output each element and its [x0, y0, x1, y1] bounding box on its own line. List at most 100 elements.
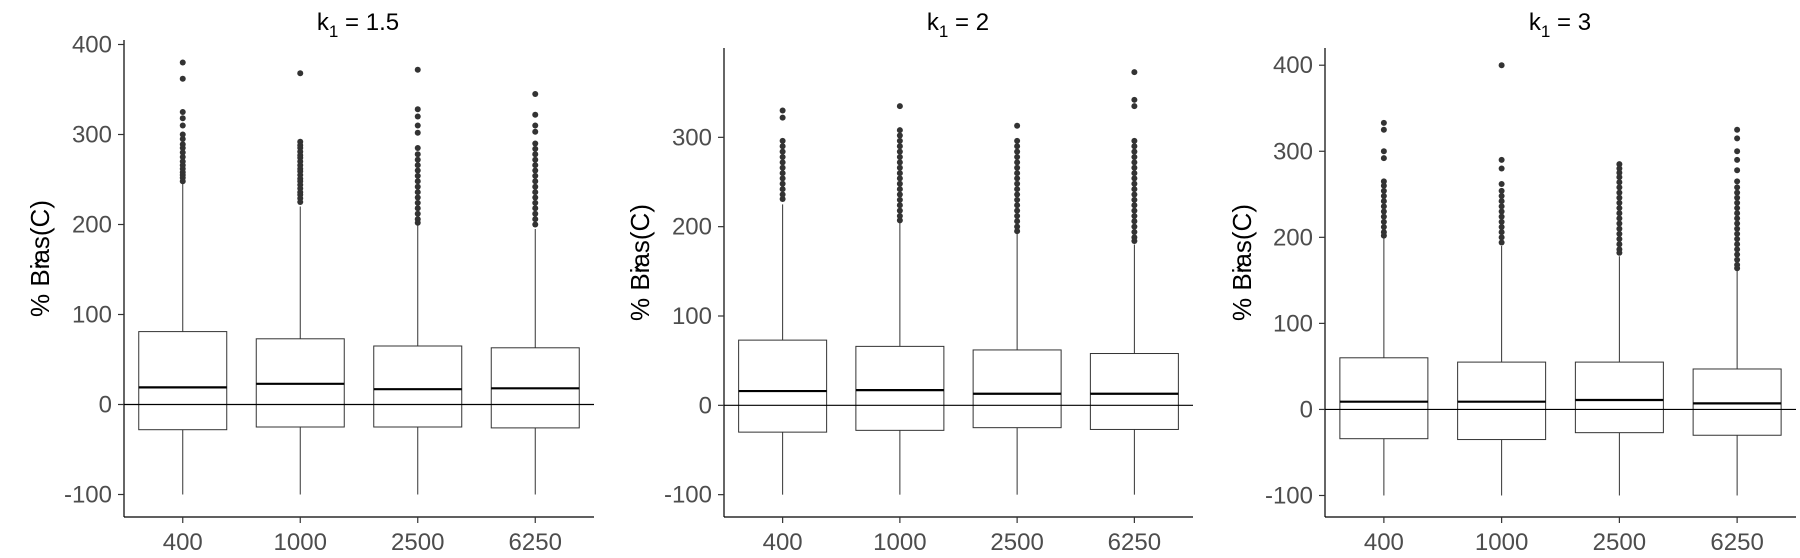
x-tick-label: 6250: [1108, 529, 1161, 556]
outlier-point: [896, 207, 903, 214]
outlier-point: [1616, 199, 1623, 206]
outlier-point: [1734, 220, 1741, 227]
box-iqr: [373, 345, 463, 428]
outlier-point: [1131, 202, 1138, 209]
panel-title-value: = 3: [1550, 9, 1591, 36]
y-axis-label-prefix: % Bias(: [625, 231, 655, 321]
x-tick-label: 6250: [509, 529, 562, 556]
outlier-point: [779, 159, 786, 166]
outlier-point: [179, 59, 186, 66]
outlier-point: [1734, 189, 1741, 196]
outlier-point: [1380, 218, 1387, 225]
outlier-point: [532, 194, 539, 201]
x-tick-label: 1000: [274, 529, 327, 556]
outlier-point: [896, 143, 903, 150]
outlier-point: [1131, 137, 1138, 144]
outlier-point: [414, 113, 421, 120]
outlier-point: [896, 180, 903, 187]
outlier-point: [1498, 193, 1505, 200]
outlier-point: [532, 128, 539, 135]
outlier-point: [1014, 164, 1021, 171]
outlier-point: [896, 170, 903, 177]
outlier-point: [1131, 229, 1138, 236]
panel-title-subscript: 1: [329, 22, 338, 41]
outlier-point: [1380, 193, 1387, 200]
outlier-point: [1380, 155, 1387, 162]
outlier-point: [1498, 234, 1505, 241]
outlier-point: [1131, 218, 1138, 225]
boxplot-400: [1339, 119, 1429, 496]
y-axis-label-suffix: ): [1227, 204, 1257, 213]
boxplot-6250: [490, 91, 580, 495]
panel-title-value: = 2: [948, 9, 989, 36]
outlier-point: [1014, 153, 1021, 160]
outlier-point: [1380, 187, 1387, 194]
outlier-point: [1131, 103, 1138, 110]
outlier-point: [414, 219, 421, 226]
outlier-point: [179, 178, 186, 185]
outlier-point: [896, 132, 903, 139]
outlier-point: [779, 148, 786, 155]
outlier-point: [532, 111, 539, 118]
outlier-point: [532, 199, 539, 206]
outlier-point: [1131, 164, 1138, 171]
outlier-point: [1734, 236, 1741, 243]
outlier-point: [1616, 189, 1623, 196]
outlier-point: [779, 107, 786, 114]
outlier-point: [896, 148, 903, 155]
outlier-point: [414, 145, 421, 151]
panel-title: k1 = 1.5: [317, 9, 399, 41]
outlier-point: [1734, 246, 1741, 253]
y-axis-label-symbol: C: [625, 213, 655, 232]
outlier-point: [1616, 169, 1623, 176]
outlier-point: [1380, 203, 1387, 210]
y-axis-label-symbol: C: [1227, 213, 1257, 232]
outlier-point: [896, 191, 903, 198]
y-axis-label-prefix: % Bias(: [1227, 231, 1257, 321]
outlier-point: [1616, 215, 1623, 222]
outlier-point: [297, 70, 304, 77]
y-axis-label-prefix: % Bias(: [25, 227, 55, 317]
outlier-point: [532, 151, 539, 158]
outlier-point: [1498, 213, 1505, 220]
outlier-point: [1014, 196, 1021, 203]
outlier-point: [414, 167, 421, 174]
outlier-point: [1616, 165, 1623, 172]
outlier-point: [414, 199, 421, 206]
outlier-point: [1380, 232, 1387, 239]
outlier-point: [1498, 62, 1505, 69]
outlier-point: [896, 164, 903, 171]
outlier-point: [1616, 236, 1623, 243]
boxplot-2500: [1574, 161, 1664, 496]
outlier-point: [1734, 215, 1741, 222]
outlier-point: [779, 114, 786, 121]
outlier-point: [1498, 198, 1505, 205]
panel-title-k: k: [317, 9, 330, 36]
outlier-point: [414, 129, 421, 136]
outlier-point: [1498, 180, 1505, 187]
outlier-point: [532, 183, 539, 190]
outlier-point: [1380, 148, 1387, 155]
y-tick-label: 0: [99, 392, 112, 419]
y-tick-label: 300: [72, 122, 112, 149]
box-iqr: [1574, 361, 1664, 434]
outlier-point: [179, 136, 186, 142]
outlier-point: [896, 217, 903, 224]
outlier-point: [414, 194, 421, 201]
box-iqr: [1692, 368, 1782, 436]
outlier-point: [414, 189, 421, 196]
y-axis-label: % Bias(C): [1227, 204, 1257, 321]
box-iqr: [1089, 353, 1179, 430]
outlier-point: [414, 66, 421, 73]
outlier-point: [532, 172, 539, 179]
outlier-point: [532, 221, 539, 228]
panel-title: k1 = 2: [927, 9, 989, 41]
outlier-point: [1131, 237, 1138, 244]
outlier-point: [1498, 156, 1505, 163]
y-tick-label: 400: [72, 32, 112, 59]
x-tick-label: 1000: [1475, 529, 1528, 556]
outlier-point: [1498, 203, 1505, 210]
panel-title-value: = 1.5: [338, 9, 399, 36]
outlier-point: [896, 137, 903, 144]
